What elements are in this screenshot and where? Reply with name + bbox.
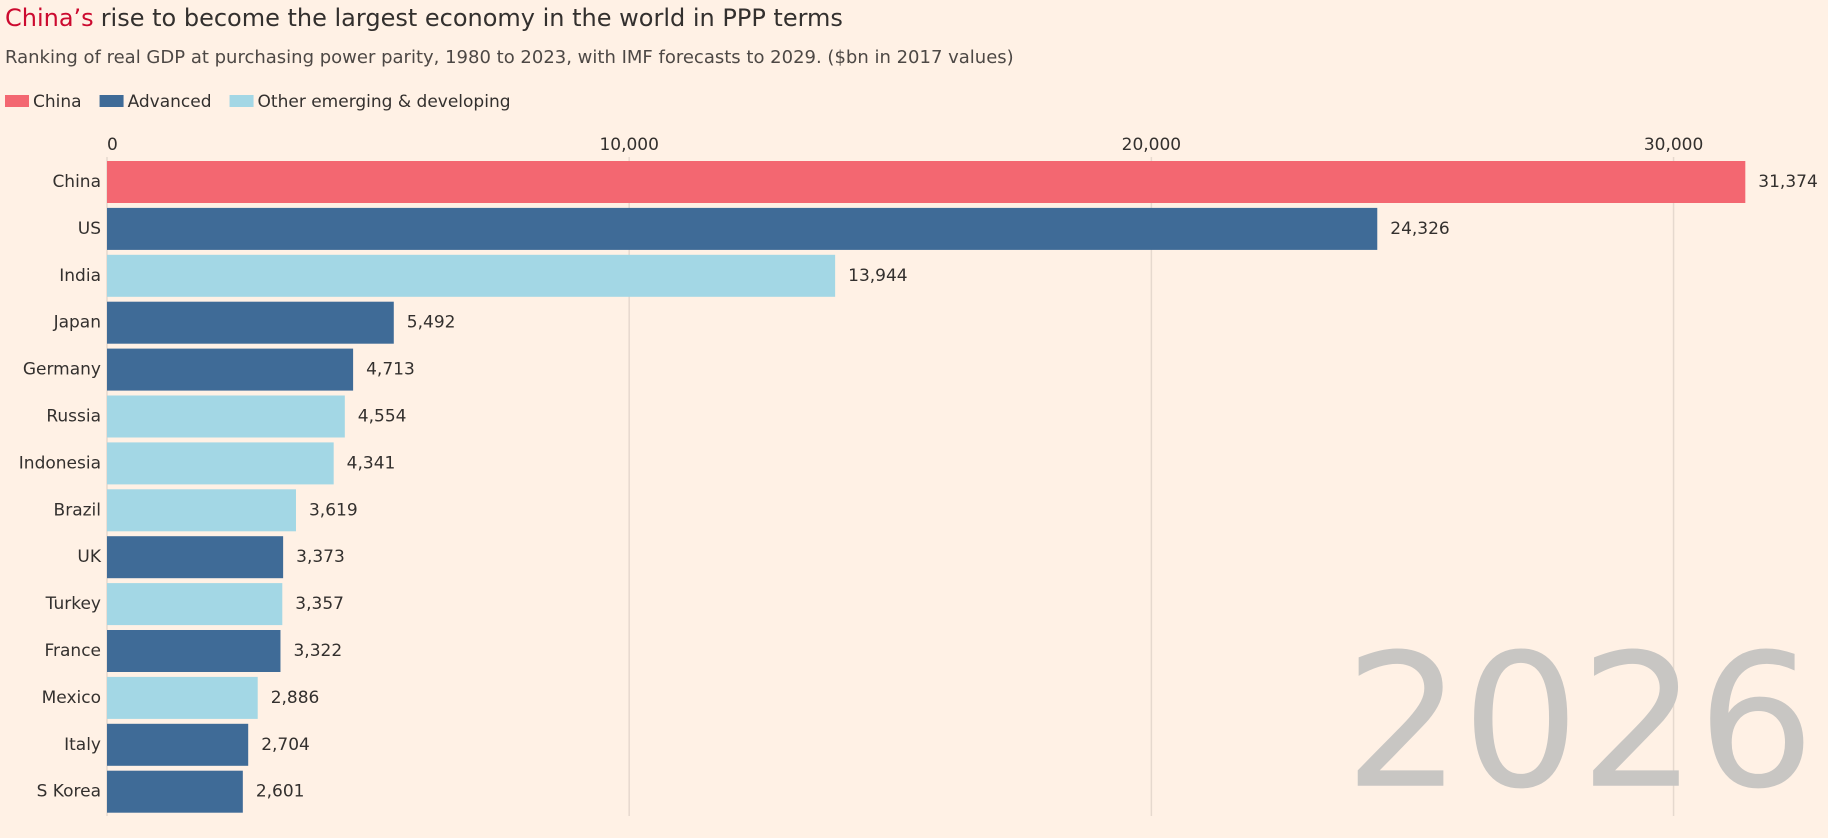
value-label: 3,322 bbox=[293, 641, 342, 661]
year-annotation: 2026 bbox=[1344, 614, 1815, 830]
bar bbox=[107, 536, 284, 579]
value-label: 3,373 bbox=[296, 547, 345, 567]
bar bbox=[107, 442, 334, 485]
value-label: 13,944 bbox=[848, 266, 907, 286]
bar bbox=[107, 161, 1746, 203]
value-label: 3,619 bbox=[309, 500, 358, 520]
value-label: 3,357 bbox=[295, 594, 344, 614]
title-highlight: China’s bbox=[5, 4, 94, 32]
x-tick-label: 10,000 bbox=[599, 135, 658, 155]
x-tick-label: 0 bbox=[107, 135, 118, 155]
category-label: Italy bbox=[64, 735, 101, 755]
legend-label: Advanced bbox=[128, 92, 212, 112]
x-tick-label: 20,000 bbox=[1122, 135, 1181, 155]
legend-label: Other emerging & developing bbox=[258, 92, 511, 112]
x-tick-label: 30,000 bbox=[1644, 135, 1703, 155]
bar bbox=[107, 395, 345, 438]
title-rest: rise to become the largest economy in th… bbox=[101, 4, 843, 32]
value-label: 4,341 bbox=[347, 453, 396, 473]
category-label: Germany bbox=[23, 360, 101, 380]
legend: China Advanced Other emerging & developing bbox=[5, 92, 511, 112]
legend-swatch bbox=[5, 95, 29, 107]
category-label: France bbox=[44, 641, 101, 661]
subtitle: Ranking of real GDP at purchasing power … bbox=[5, 47, 1014, 68]
bar bbox=[107, 348, 354, 391]
legend-swatch bbox=[229, 95, 254, 107]
bar bbox=[107, 770, 243, 813]
value-label: 24,326 bbox=[1390, 219, 1449, 239]
value-label: 2,601 bbox=[256, 782, 305, 802]
bar bbox=[107, 630, 281, 672]
bar bbox=[107, 489, 296, 532]
value-label: 2,704 bbox=[261, 735, 310, 755]
value-label: 4,713 bbox=[366, 360, 415, 380]
category-label: UK bbox=[77, 547, 101, 567]
value-label: 31,374 bbox=[1758, 172, 1817, 192]
bar bbox=[107, 254, 836, 297]
legend-label: China bbox=[33, 92, 82, 112]
category-label: Russia bbox=[46, 407, 101, 427]
bar bbox=[107, 207, 1378, 250]
category-label: China bbox=[52, 172, 101, 192]
value-label: 5,492 bbox=[407, 313, 456, 333]
value-label: 2,886 bbox=[271, 688, 320, 708]
category-label: S Korea bbox=[37, 782, 101, 802]
bar bbox=[107, 723, 249, 766]
category-label: Mexico bbox=[42, 688, 101, 708]
category-label: US bbox=[78, 219, 101, 239]
bar bbox=[107, 301, 394, 344]
bar bbox=[107, 676, 258, 719]
category-label: Indonesia bbox=[19, 453, 101, 473]
category-label: Brazil bbox=[54, 500, 101, 520]
category-label: Japan bbox=[53, 313, 101, 333]
category-label: India bbox=[59, 266, 101, 286]
category-label: Turkey bbox=[45, 594, 101, 614]
bar bbox=[107, 583, 283, 626]
legend-swatch bbox=[99, 95, 124, 107]
value-label: 4,554 bbox=[358, 407, 407, 427]
chart-title: China’s rise to become the largest econom… bbox=[5, 4, 843, 32]
